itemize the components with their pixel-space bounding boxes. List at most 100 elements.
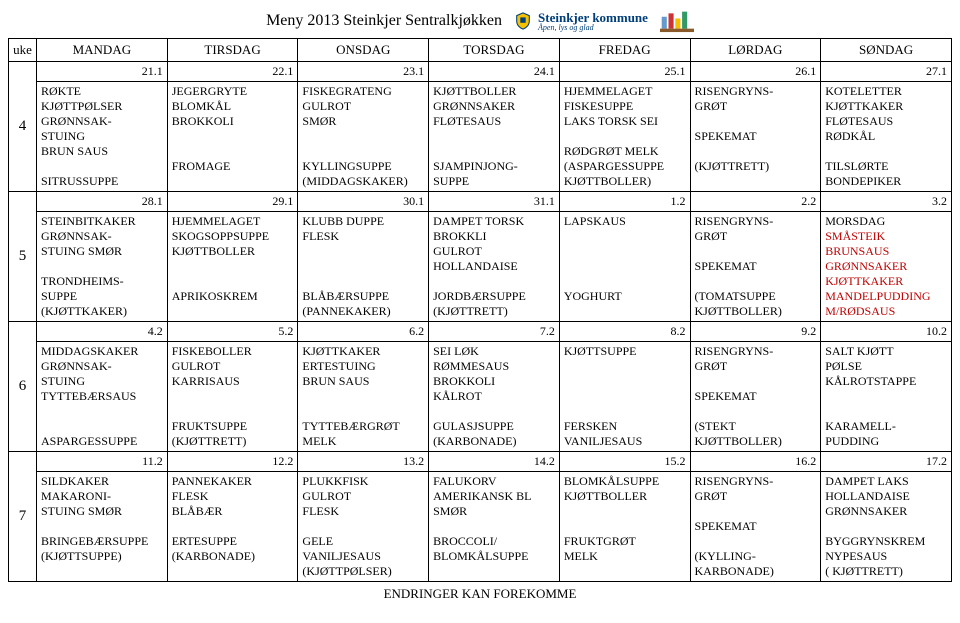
menu-line: RØMMESAUS: [433, 359, 509, 373]
menu-line: KARRISAUS: [172, 374, 240, 388]
menu-line: BYGGRYNSKREM: [825, 534, 925, 548]
menu-line: KÅLROTSTAPPE: [825, 374, 916, 388]
menu-line: LAPSKAUS: [564, 214, 626, 228]
menu-line: (KARBONADE): [433, 434, 516, 448]
menu-line: FERSKEN: [564, 419, 617, 433]
menu-line: SPEKEMAT: [695, 519, 757, 533]
date-cell: 9.2: [690, 322, 821, 342]
menu-line: HJEMMELAGET: [172, 214, 261, 228]
menu-line: KJØTTBOLLER): [695, 304, 782, 318]
menu-line: (KARBONADE): [172, 549, 255, 563]
date-cell: 16.2: [690, 452, 821, 472]
date-cell: 15.2: [559, 452, 690, 472]
menu-line: HOLLANDAISE: [433, 259, 518, 273]
menu-line: (KJØTTKAKER): [41, 304, 127, 318]
menu-line: FLØTESAUS: [433, 114, 501, 128]
date-cell: 7.2: [429, 322, 560, 342]
table-body: 421.122.123.124.125.126.127.1RØKTEKJØTTP…: [9, 62, 952, 582]
menu-line: VANILJESAUS: [302, 549, 380, 563]
menu-line: PUDDING: [825, 434, 879, 448]
header-day: LØRDAG: [690, 39, 821, 62]
menu-line: STUING: [41, 374, 85, 388]
menu-cell: MORSDAGSMÅSTEIKBRUNSAUSGRØNNSAKERKJØTTKA…: [821, 212, 952, 322]
menu-line: STEINBITKAKER: [41, 214, 136, 228]
menu-line: KJØTTKAKER: [825, 99, 903, 113]
menu-line: (MIDDAGSKAKER): [302, 174, 407, 188]
menu-line: DAMPET TORSK: [433, 214, 524, 228]
menu-cell: KJØTTSUPPEFERSKENVANILJESAUS: [559, 342, 690, 452]
week-number: 6: [9, 322, 37, 452]
menu-line: PLUKKFISK: [302, 474, 368, 488]
menu-line: ASPARGESSUPPE: [41, 434, 137, 448]
menu-line: GRØT: [695, 229, 728, 243]
menu-line: KARBONADE): [695, 564, 774, 578]
menu-line: VANILJESAUS: [564, 434, 642, 448]
menu-line: SUPPE: [433, 174, 469, 188]
menu-line: SPEKEMAT: [695, 129, 757, 143]
menu-cell: DAMPET TORSKBROKKLIGULROTHOLLANDAISEJORD…: [429, 212, 560, 322]
menu-cell: PLUKKFISKGULROTFLESKGELEVANILJESAUS(KJØT…: [298, 472, 429, 582]
menu-line: TYTTEBÆRGRØT: [302, 419, 399, 433]
menu-line: BLÅBÆRSUPPE: [302, 289, 389, 303]
menu-cell: PANNEKAKERFLESKBLÅBÆRERTESUPPE(KARBONADE…: [167, 472, 298, 582]
menu-line: ( KJØTTRETT): [825, 564, 903, 578]
menu-cell: MIDDAGSKAKERGRØNNSAK-STUINGTYTTEBÆRSAUSA…: [37, 342, 168, 452]
menu-line: FLESK: [302, 229, 339, 243]
menu-line: GULROT: [433, 244, 482, 258]
date-cell: 23.1: [298, 62, 429, 82]
menu-line: KJØTTBOLLER: [172, 244, 255, 258]
menu-line: HOLLANDAISE: [825, 489, 910, 503]
menu-line: (PANNEKAKER): [302, 304, 390, 318]
menu-line: (KJØTTRETT): [433, 304, 508, 318]
menu-line: GRØNNSAKER: [433, 99, 515, 113]
menu-line: SUPPE: [41, 289, 77, 303]
menu-cell: RISENGRYNS-GRØTSPEKEMAT(STEKTKJØTTBOLLER…: [690, 342, 821, 452]
menu-line: (KJØTTPØLSER): [302, 564, 391, 578]
menu-line: SMØR: [433, 504, 467, 518]
menu-cell: KJØTTKAKERERTESTUINGBRUN SAUSTYTTEBÆRGRØ…: [298, 342, 429, 452]
menu-line: GRØT: [695, 99, 728, 113]
menu-line: TILSLØRTE: [825, 159, 888, 173]
date-cell: 22.1: [167, 62, 298, 82]
menu-line: BLÅBÆR: [172, 504, 223, 518]
menu-line: MELK: [564, 549, 598, 563]
menu-cell: SEI LØKRØMMESAUSBROKKOLIKÅLROTGULASJSUPP…: [429, 342, 560, 452]
menu-line: SMÅSTEIK: [825, 229, 885, 243]
menu-line: BRUN SAUS: [302, 374, 369, 388]
menu-line: RISENGRYNS-: [695, 84, 774, 98]
menu-line: FLESK: [172, 489, 209, 503]
menu-line: KJØTTBOLLER): [695, 434, 782, 448]
table-header: uke MANDAG TIRSDAG ONSDAG TORSDAG FREDAG…: [9, 39, 952, 62]
menu-line: ERTESUPPE: [172, 534, 237, 548]
menu-line: BONDEPIKER: [825, 174, 901, 188]
menu-cell: FALUKORVAMERIKANSK BLSMØRBROCCOLI/BLOMKÅ…: [429, 472, 560, 582]
menu-line: FROMAGE: [172, 159, 231, 173]
menu-line: STUING SMØR: [41, 244, 122, 258]
header-day: TIRSDAG: [167, 39, 298, 62]
menu-line: LAKS TORSK SEI: [564, 114, 658, 128]
footer-note: ENDRINGER KAN FOREKOMME: [8, 582, 952, 602]
header-day: MANDAG: [37, 39, 168, 62]
menu-line: BLOMKÅLSUPPE: [433, 549, 528, 563]
menu-cell: HJEMMELAGETSKOGSOPPSUPPEKJØTTBOLLERAPRIK…: [167, 212, 298, 322]
menu-line: MAKARONI-: [41, 489, 111, 503]
menu-line: GULROT: [302, 489, 351, 503]
menu-line: KJØTTKAKER: [302, 344, 380, 358]
menu-cell: SALT KJØTTPØLSEKÅLROTSTAPPEKARAMELL-PUDD…: [821, 342, 952, 452]
menu-cell: RISENGRYNS-GRØTSPEKEMAT(KJØTTRETT): [690, 82, 821, 192]
menu-line: BRUNSAUS: [825, 244, 889, 258]
menu-line: FLESK: [302, 504, 339, 518]
menu-cell: KLUBB DUPPEFLESKBLÅBÆRSUPPE(PANNEKAKER): [298, 212, 429, 322]
menu-line: PØLSE: [825, 359, 862, 373]
menu-cell: RØKTEKJØTTPØLSERGRØNNSAK-STUINGBRUN SAUS…: [37, 82, 168, 192]
menu-cell: FISKEBOLLERGULROTKARRISAUSFRUKTSUPPE(KJØ…: [167, 342, 298, 452]
menu-line: FRUKTGRØT: [564, 534, 636, 548]
menu-line: GRØT: [695, 489, 728, 503]
menu-line: RISENGRYNS-: [695, 214, 774, 228]
menu-line: SPEKEMAT: [695, 389, 757, 403]
menu-line: KOTELETTER: [825, 84, 902, 98]
menu-line: SMØR: [302, 114, 336, 128]
date-cell: 12.2: [167, 452, 298, 472]
menu-line: FISKESUPPE: [564, 99, 633, 113]
menu-line: GULASJSUPPE: [433, 419, 514, 433]
